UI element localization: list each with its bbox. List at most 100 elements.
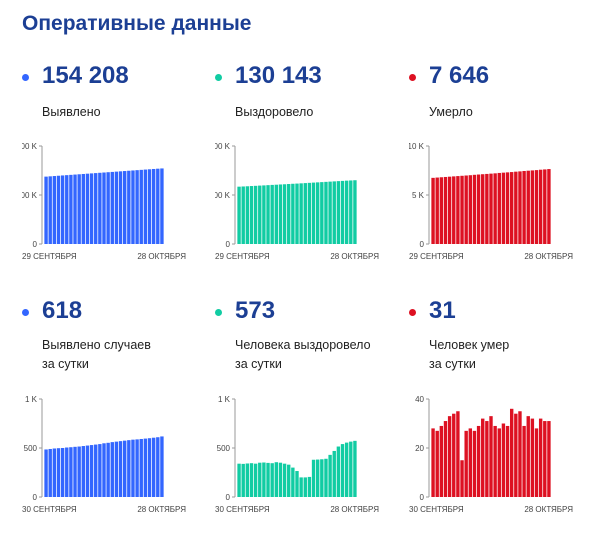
panel-label-line: за сутки <box>235 357 282 371</box>
bar <box>481 174 485 244</box>
bar <box>501 423 506 497</box>
recovered-total-chart: 0 100 K 200 K 29 СЕНТЯБРЯ 28 ОКТЯБРЯ <box>215 142 379 261</box>
bar <box>160 168 164 244</box>
bar <box>56 175 61 244</box>
detected-total-value: 154 208 <box>42 62 129 89</box>
y-tick-label: 500 <box>217 444 231 453</box>
bar <box>435 430 439 497</box>
bar <box>460 460 464 497</box>
bar <box>69 447 73 497</box>
bar <box>509 172 514 244</box>
y-tick-label: 5 K <box>412 191 425 200</box>
bar <box>485 421 489 497</box>
bar <box>431 177 435 244</box>
y-tick-label: 0 <box>33 240 38 249</box>
panel-daily-detected: 618 Выявлено случаев за сутки 0 500 1 K 30 … <box>22 297 212 542</box>
daily-recovered-value: 573 <box>235 297 276 324</box>
bar <box>344 180 349 244</box>
bar <box>245 463 250 497</box>
y-tick-label: 100 K <box>22 191 38 200</box>
deaths-total-value: 7 646 <box>429 62 490 89</box>
bar <box>249 463 254 497</box>
x-label-start: 29 СЕНТЯБРЯ <box>409 252 464 261</box>
bar <box>530 418 535 497</box>
bar <box>447 416 452 497</box>
bar <box>48 448 52 497</box>
bar <box>534 170 539 244</box>
bar <box>311 459 316 497</box>
x-label-end: 28 ОКТЯБРЯ <box>137 505 186 514</box>
bar <box>98 172 102 244</box>
bar <box>65 447 69 497</box>
bar <box>287 464 291 497</box>
series-dot <box>215 309 222 316</box>
bar <box>89 173 94 244</box>
bar <box>118 171 123 244</box>
bar <box>303 183 307 244</box>
bar <box>547 421 551 497</box>
bar <box>522 425 526 497</box>
bar <box>147 169 152 244</box>
bar <box>278 462 283 497</box>
panel-label-line: Человека выздоровело <box>235 338 371 352</box>
y-tick-label: 1 K <box>218 395 231 404</box>
bar <box>85 445 90 497</box>
y-tick-label: 40 <box>415 395 424 404</box>
bar <box>472 430 477 497</box>
bar <box>160 436 164 497</box>
bar <box>353 440 357 497</box>
deaths-total-chart: 0 5 K 10 K 29 СЕНТЯБРЯ 28 ОКТЯБРЯ <box>409 142 573 261</box>
bar <box>85 173 90 244</box>
bar <box>253 185 258 244</box>
bar <box>118 441 123 497</box>
bar <box>336 446 341 497</box>
y-tick-label: 100 K <box>215 191 231 200</box>
bar <box>241 186 245 244</box>
bar <box>56 448 61 497</box>
bar <box>344 442 349 497</box>
bar <box>452 176 456 244</box>
bar <box>501 172 506 244</box>
bar <box>518 411 522 497</box>
bar <box>258 462 262 497</box>
bar <box>493 425 497 497</box>
bar <box>270 463 274 497</box>
bar <box>69 174 73 244</box>
bar <box>127 440 131 497</box>
bar <box>489 416 493 497</box>
bar <box>509 408 514 497</box>
bar <box>530 170 535 244</box>
bar <box>94 173 98 244</box>
bar <box>73 446 77 497</box>
bar <box>464 175 468 244</box>
panel-label-line: за сутки <box>429 357 476 371</box>
y-tick-label: 200 K <box>22 142 38 151</box>
y-tick-label: 1 K <box>25 395 38 404</box>
bar <box>110 442 114 497</box>
page-title: Оперативные данные <box>22 12 252 35</box>
bar <box>493 173 497 244</box>
series-dot <box>409 309 416 316</box>
bar <box>505 172 510 244</box>
bar <box>291 467 295 497</box>
bar <box>332 181 336 244</box>
bar <box>89 445 94 497</box>
y-tick-label: 0 <box>420 240 425 249</box>
daily-deaths-value: 31 <box>429 297 456 324</box>
bar <box>299 477 303 497</box>
y-tick-label: 0 <box>226 493 231 502</box>
bar <box>447 176 452 244</box>
bar <box>156 437 160 497</box>
bar <box>52 176 57 244</box>
bar <box>353 180 357 244</box>
bar <box>431 428 435 497</box>
panel-label-line: Выздоровело <box>235 105 314 119</box>
bar <box>237 186 241 244</box>
bar <box>122 171 127 244</box>
x-label-end: 28 ОКТЯБРЯ <box>524 252 573 261</box>
daily-detected-chart: 0 500 1 K 30 СЕНТЯБРЯ 28 ОКТЯБРЯ <box>22 395 186 514</box>
series-dot <box>215 74 222 81</box>
bar <box>114 441 119 497</box>
bar <box>452 413 456 497</box>
bar <box>135 439 139 497</box>
